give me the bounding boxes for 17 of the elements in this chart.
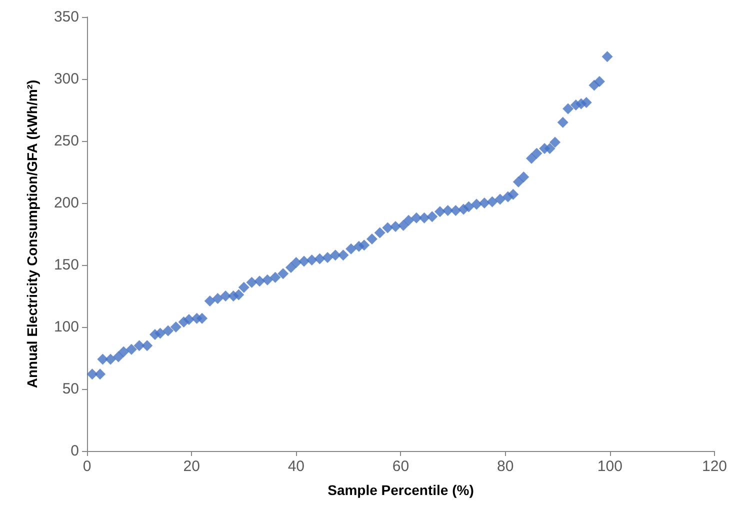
y-tick-label: 150: [54, 256, 79, 274]
x-tick-label: 0: [82, 458, 92, 475]
y-tick-label: 250: [54, 132, 79, 150]
y-tick-label: 300: [54, 70, 79, 88]
y-tick-label: 0: [70, 442, 79, 460]
y-axis-title: Annual Electricity Consumption/GFA (kWh/m²): [24, 80, 40, 388]
x-tick-label: 120: [702, 458, 727, 475]
x-axis-title: Sample Percentile (%): [328, 482, 474, 498]
x-tick-label: 60: [392, 458, 410, 475]
y-tick-label: 200: [54, 194, 79, 212]
y-tick-label: 100: [54, 318, 79, 336]
y-tick-label: 350: [54, 8, 79, 26]
y-tick-label: 50: [62, 380, 79, 398]
x-tick-label: 20: [183, 458, 200, 475]
x-tick-label: 40: [288, 458, 305, 475]
x-tick-label: 80: [496, 458, 514, 475]
x-tick-label: 100: [597, 458, 622, 475]
